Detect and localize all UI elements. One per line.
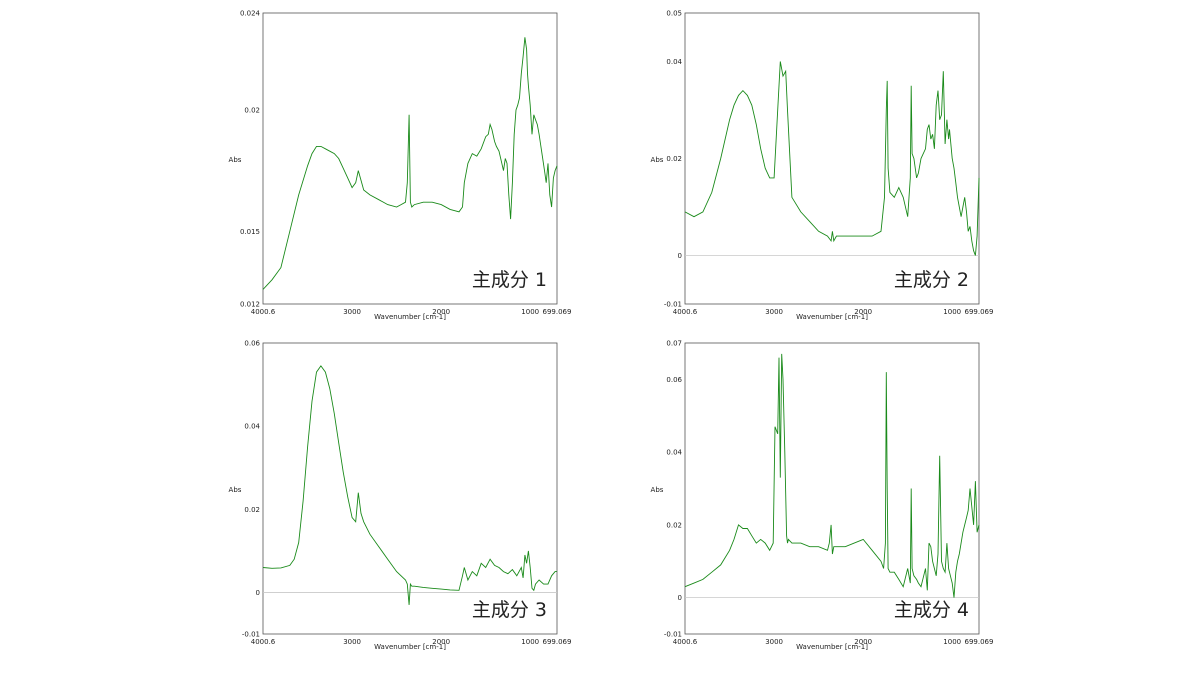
plot-frame (262, 12, 558, 305)
x-tick-label: 1000 (943, 638, 961, 646)
spectrum-chart-4: Abs -0.01 0 0.02 0.04 0.06 0.07 4000.6 3000 200… (651, 340, 994, 652)
y-tick-label: -0.01 (664, 631, 682, 639)
x-tick-label: 3000 (765, 308, 783, 316)
x-tick-label: 3000 (343, 308, 361, 316)
x-axis-label: Wavenumber [cm-1] (374, 643, 446, 651)
x-tick-label: 4000.6 (251, 308, 276, 316)
y-tick-label: 0 (678, 252, 682, 260)
y-axis-label: Abs (651, 156, 664, 164)
y-axis-label: Abs (229, 156, 242, 164)
y-tick-label: 0.024 (240, 10, 261, 18)
y-tick-label: 0 (678, 594, 682, 602)
y-tick-label: 0.04 (666, 58, 682, 66)
x-tick-label: 699.069 (965, 638, 994, 646)
spectrum-chart-2: Abs -0.01 0 0.02 0.04 0.05 4000.6 3000 2000 100… (651, 10, 994, 322)
y-tick-label: 0.015 (240, 228, 260, 236)
spectrum-series-4 (684, 353, 980, 598)
x-tick-label: 4000.6 (673, 308, 698, 316)
x-axis-label: Wavenumber [cm-1] (796, 643, 868, 651)
y-tick-label: 0.02 (244, 107, 260, 115)
x-tick-label: 3000 (343, 638, 361, 646)
spectrum-chart-3: Abs -0.01 0 0.02 0.04 0.06 4000.6 3000 2000 100… (229, 340, 572, 652)
chart-title: 主成分 4 (894, 599, 969, 621)
y-tick-label: 0.05 (666, 10, 682, 18)
y-tick-label: 0.02 (666, 155, 682, 163)
chart-title: 主成分 1 (472, 269, 547, 291)
plot-frame (684, 342, 980, 635)
x-tick-label: 2000 (854, 308, 872, 316)
spectrum-series-2 (684, 61, 980, 256)
x-tick-label: 1000 (521, 308, 539, 316)
x-tick-label: 699.069 (543, 638, 572, 646)
y-tick-label: 0.04 (244, 423, 260, 431)
spectrum-chart-1: Abs 0.012 0.015 0.02 0.024 4000.6 3000 2000 10… (229, 10, 572, 322)
y-tick-label: 0.06 (244, 340, 260, 348)
y-tick-label: 0.07 (666, 340, 682, 348)
x-tick-label: 699.069 (965, 308, 994, 316)
spectrum-series-1 (262, 37, 558, 290)
y-tick-label: 0.02 (244, 506, 260, 514)
y-axis-label: Abs (651, 486, 664, 494)
chart-title: 主成分 2 (894, 269, 969, 291)
y-tick-label: 0.02 (666, 521, 682, 529)
x-axis-label: Wavenumber [cm-1] (374, 313, 446, 321)
x-tick-label: 2000 (432, 638, 450, 646)
plot-frame (262, 342, 558, 635)
y-tick-label: -0.01 (664, 301, 682, 309)
x-tick-label: 699.069 (543, 308, 572, 316)
x-tick-label: 1000 (521, 638, 539, 646)
y-tick-label: 0 (256, 589, 260, 597)
x-axis-label: Wavenumber [cm-1] (796, 313, 868, 321)
y-tick-label: 0.012 (240, 301, 260, 309)
spectrum-series-3 (262, 365, 557, 605)
plot-frame (684, 12, 980, 305)
y-axis-label: Abs (229, 486, 242, 494)
y-tick-label: 0.04 (666, 449, 682, 457)
y-tick-label: 0.06 (666, 376, 682, 384)
x-tick-label: 4000.6 (673, 638, 698, 646)
x-tick-label: 1000 (943, 308, 961, 316)
x-tick-label: 3000 (765, 638, 783, 646)
x-tick-label: 4000.6 (251, 638, 276, 646)
x-tick-label: 2000 (432, 308, 450, 316)
y-tick-label: -0.01 (242, 631, 260, 639)
x-tick-label: 2000 (854, 638, 872, 646)
chart-title: 主成分 3 (472, 599, 547, 621)
